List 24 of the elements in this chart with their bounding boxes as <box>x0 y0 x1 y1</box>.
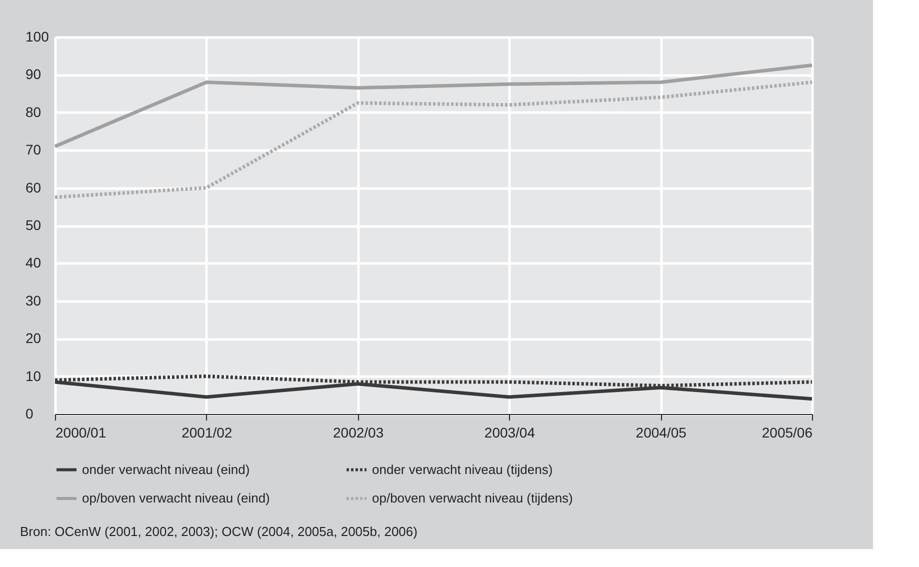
legend-label: op/boven verwacht niveau (eind) <box>82 490 270 506</box>
y-tick-label: 80 <box>26 104 42 120</box>
line-series <box>53 80 814 199</box>
x-tick-label: 2000/01 <box>56 424 106 440</box>
legend-label: op/boven verwacht niveau (tijdens) <box>372 490 573 506</box>
legend-label: onder verwacht niveau (eind) <box>82 462 250 477</box>
y-tick-label: 30 <box>26 292 42 308</box>
x-tick-label: 2001/02 <box>182 424 232 440</box>
x-tick-label: 2002/03 <box>332 424 384 440</box>
y-tick-label: 0 <box>26 406 34 422</box>
x-tick-label: 2004/05 <box>636 424 687 440</box>
legend-label: onder verwacht niveau (tijdens) <box>372 462 553 477</box>
y-tick-label: 50 <box>26 217 42 233</box>
y-tick-label: 90 <box>26 66 42 82</box>
x-tick-label: 2003/04 <box>484 424 536 440</box>
y-tick-label: 20 <box>26 330 42 346</box>
y-tick-label: 60 <box>26 179 42 196</box>
x-tick-label: 2005/06 <box>762 424 813 440</box>
y-tick-label: 70 <box>26 142 42 158</box>
y-tick-label: 100 <box>26 28 50 44</box>
line-series <box>53 64 814 148</box>
text: Bron: OCenW (2001, 2002, 2003); OCW (2004, 2005a, 2005b, 2006) <box>20 524 418 539</box>
y-tick-label: 40 <box>26 254 42 271</box>
y-tick-label: 10 <box>26 368 42 384</box>
